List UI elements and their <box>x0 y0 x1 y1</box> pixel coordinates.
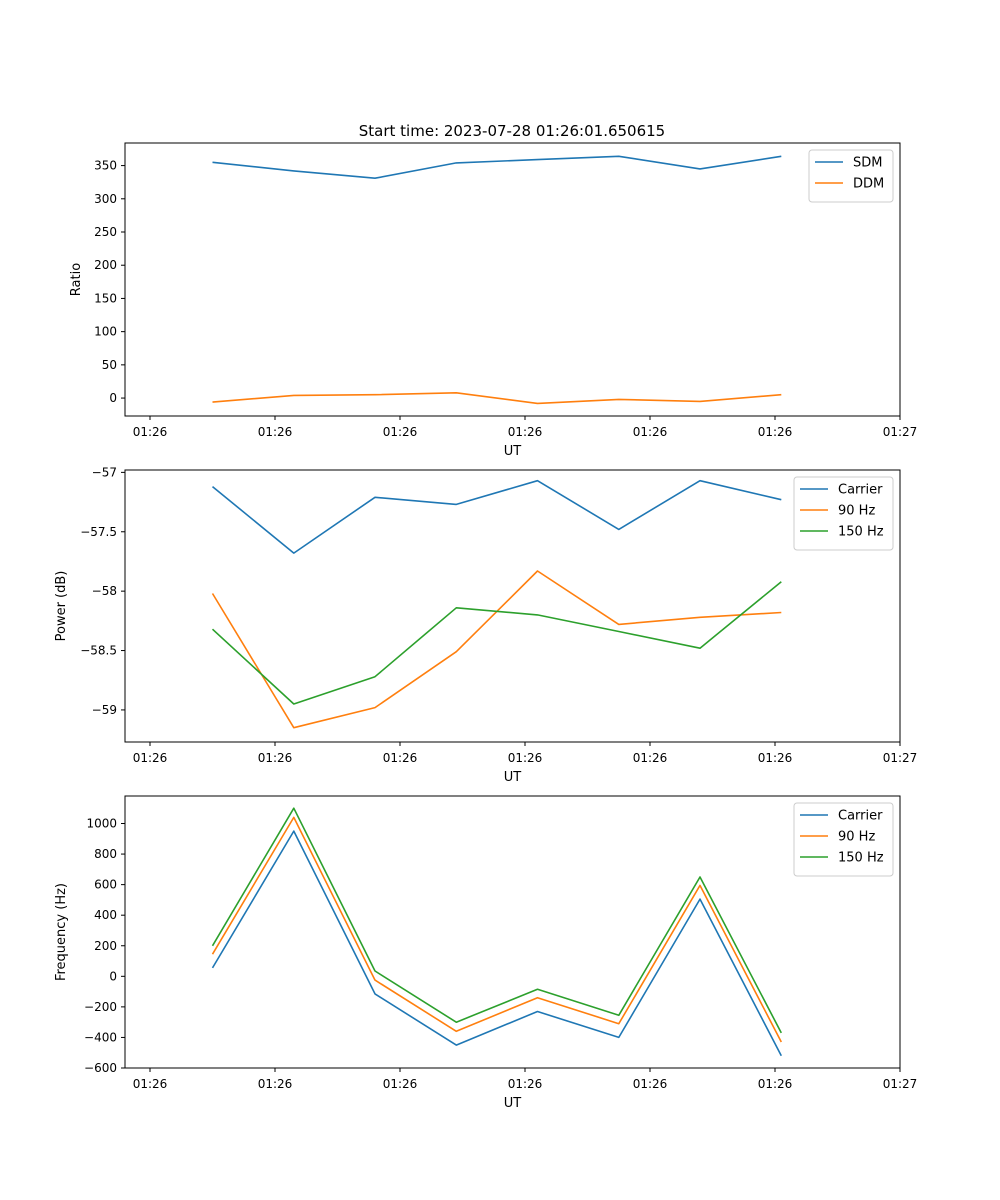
y-tick-label: 250 <box>94 225 117 239</box>
figure-title: Start time: 2023-07-28 01:26:01.650615 <box>359 122 665 140</box>
chart-panel-2: 01:26 01:26 01:26 01:26 01:26 01:26 01:27 −57 −5… <box>54 465 917 785</box>
series-line-sdm <box>212 155 782 179</box>
legend-label: 150 Hz <box>838 525 884 540</box>
y-tick-label: 400 <box>94 908 117 922</box>
y-tick-label: 150 <box>94 291 117 305</box>
x-tick-label: 01:26 <box>383 751 418 765</box>
legend-label: DDM <box>853 177 884 192</box>
y-tick-label: −58.5 <box>80 644 117 658</box>
x-axis-label: UT <box>504 444 522 459</box>
plot-frame <box>124 795 901 1069</box>
chart-panel-1: 01:26 01:26 01:26 01:26 01:26 01:26 01:27 0 50 10… <box>69 142 918 459</box>
legend: SDM DDM <box>808 149 894 203</box>
y-tick-label: 800 <box>94 847 117 861</box>
x-tick-label: 01:27 <box>883 425 918 439</box>
y-tick-label: −400 <box>84 1030 117 1044</box>
legend-label: 90 Hz <box>838 830 875 845</box>
x-tick-label: 01:26 <box>258 751 293 765</box>
plot-frame <box>124 142 901 417</box>
chart-panel-3: 01:26 01:26 01:26 01:26 01:26 01:26 01:27 −600 −… <box>54 795 918 1111</box>
y-tick-label: 350 <box>94 159 117 173</box>
x-tick-label: 01:27 <box>883 751 918 765</box>
x-axis-label: UT <box>504 1096 522 1111</box>
x-tick-label: 01:26 <box>758 751 793 765</box>
legend-label: Carrier <box>838 483 883 498</box>
y-tick-label: −57 <box>92 465 117 479</box>
x-tick-label: 01:26 <box>258 1077 293 1091</box>
y-axis-label: Ratio <box>69 263 84 296</box>
x-tick-label: 01:26 <box>133 751 168 765</box>
y-axis-label: Power (dB) <box>54 571 69 642</box>
x-tick-label: 01:26 <box>758 425 793 439</box>
y-tick-label: 0 <box>109 391 117 405</box>
x-tick-label: 01:26 <box>508 751 543 765</box>
y-axis-label: Frequency (Hz) <box>54 883 69 981</box>
y-tick-label: −59 <box>92 703 117 717</box>
legend-label: 90 Hz <box>838 504 875 519</box>
y-tick-label: 200 <box>94 258 117 272</box>
series-line-150-hz <box>211 581 782 705</box>
legend-label: SDM <box>853 156 882 171</box>
legend: Carrier 90 Hz 150 Hz <box>793 802 894 877</box>
x-tick-label: 01:26 <box>383 425 418 439</box>
series-line-carrier <box>211 479 782 554</box>
x-tick-label: 01:26 <box>133 425 168 439</box>
x-tick-label: 01:26 <box>633 425 668 439</box>
x-tick-label: 01:26 <box>258 425 293 439</box>
legend-label: 150 Hz <box>838 851 884 866</box>
plot-frame <box>124 469 901 743</box>
panels: 01:26 01:26 01:26 01:26 01:26 01:26 01:27 0 50 10… <box>54 142 918 1111</box>
y-tick-label: 200 <box>94 939 117 953</box>
y-tick-label: −600 <box>84 1061 117 1075</box>
x-tick-label: 01:26 <box>508 1077 543 1091</box>
x-tick-label: 01:27 <box>883 1077 918 1091</box>
y-tick-label: −58 <box>92 584 117 598</box>
y-tick-label: 600 <box>94 878 117 892</box>
x-tick-label: 01:26 <box>133 1077 168 1091</box>
x-tick-label: 01:26 <box>758 1077 793 1091</box>
legend-label: Carrier <box>838 809 883 824</box>
x-tick-label: 01:26 <box>633 1077 668 1091</box>
y-tick-label: 0 <box>109 969 117 983</box>
series-line-ddm <box>212 391 782 405</box>
y-tick-label: 50 <box>102 358 117 372</box>
series-line-carrier <box>211 830 783 1057</box>
series-line-90-hz <box>211 816 783 1043</box>
y-tick-label: 100 <box>94 325 117 339</box>
y-tick-label: −57.5 <box>80 525 117 539</box>
legend: Carrier 90 Hz 150 Hz <box>793 476 894 551</box>
x-tick-label: 01:26 <box>383 1077 418 1091</box>
x-tick-label: 01:26 <box>633 751 668 765</box>
x-axis-label: UT <box>504 770 522 785</box>
legend-box <box>808 149 894 203</box>
y-tick-label: 1000 <box>86 817 117 831</box>
y-tick-label: −200 <box>84 1000 117 1014</box>
series-line-150-hz <box>211 807 783 1034</box>
y-tick-label: 300 <box>94 192 117 206</box>
x-tick-label: 01:26 <box>508 425 543 439</box>
